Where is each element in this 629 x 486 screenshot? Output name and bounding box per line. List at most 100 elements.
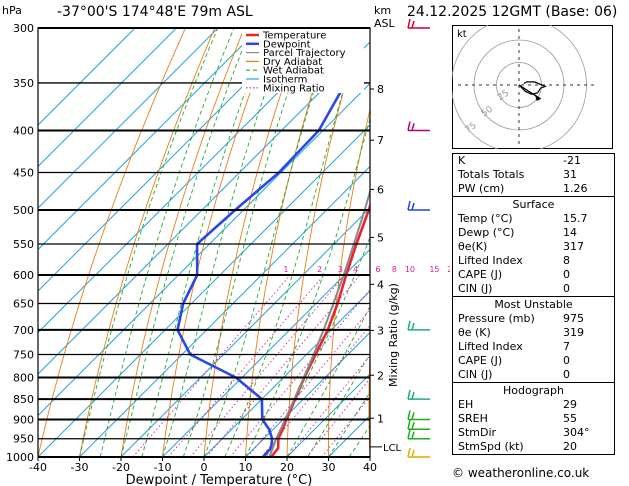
isotherm-line — [38, 28, 177, 168]
copyright-text: © weatheronline.co.uk — [452, 466, 590, 480]
surface-section-title: Surface — [453, 196, 614, 212]
mixing-ratio-label: 15 — [429, 265, 439, 274]
x-tick-label: -30 — [71, 461, 89, 474]
index-row-hodo-2: StmDir 304° — [453, 426, 614, 440]
dry-adiabat-line — [446, 28, 450, 457]
index-value: 8 — [563, 254, 570, 267]
index-label: Temp (°C) — [458, 212, 513, 225]
index-row-surface-4: CAPE (J) 0 — [453, 268, 614, 282]
km-axis-unit-label: ASL — [374, 17, 396, 30]
pressure-tick-label: 850 — [13, 393, 34, 406]
indices-table: K -21 Totals Totals 31 PW (cm) 1.26 Surface T… — [452, 153, 615, 455]
index-label: CAPE (J) — [458, 268, 503, 281]
index-row-mu-2: Lifted Index 7 — [453, 340, 614, 354]
index-value: 0 — [563, 268, 570, 281]
index-value: 7 — [563, 340, 570, 353]
index-row-mu-0: Pressure (mb) 975 — [453, 312, 614, 326]
index-value: 304° — [563, 426, 590, 439]
index-label: K — [458, 154, 466, 167]
pressure-tick-label: 950 — [13, 433, 34, 446]
index-label: EH — [458, 398, 474, 411]
pressure-tick-label: 650 — [13, 298, 34, 311]
wind-barb-flag — [407, 420, 411, 430]
dry-adiabat-line — [368, 343, 370, 457]
wind-barb-flag — [411, 431, 415, 439]
index-row-surface-2: θe(K) 317 — [453, 240, 614, 254]
wet-adiabat-line — [182, 28, 311, 457]
index-value: 1.26 — [563, 182, 588, 195]
index-row-mu-1: θe (K) 319 — [453, 326, 614, 340]
wind-barb-flag — [411, 322, 415, 331]
wet-adiabat-line — [79, 28, 219, 457]
legend-entry: Wet Adiabat — [263, 66, 324, 77]
index-value: 319 — [563, 326, 584, 339]
x-tick-label: 20 — [280, 461, 294, 474]
hodograph-unit-label: kt — [457, 29, 467, 40]
index-label: CAPE (J) — [458, 354, 503, 367]
mixing-ratio-line — [321, 396, 370, 457]
mixing-ratio-line — [168, 274, 325, 457]
index-value: -21 — [563, 154, 581, 167]
mixing-ratio-label: 6 — [375, 265, 380, 274]
legend-entry: Temperature — [262, 31, 326, 42]
index-row-mu-3: CAPE (J) 0 — [453, 354, 614, 368]
km-tick-label: 6 — [377, 183, 384, 196]
legend-entry: Dry Adiabat — [263, 57, 322, 68]
isotherm-line — [120, 207, 370, 457]
index-value: 317 — [563, 240, 584, 253]
index-label: Lifted Index — [458, 254, 523, 267]
wind-barb-flag — [411, 391, 415, 400]
mixing-ratio-label: 10 — [405, 265, 415, 274]
index-row-top-1: Totals Totals 31 — [453, 168, 614, 182]
index-row-hodo-0: EH 29 — [453, 398, 614, 412]
mixing-ratio-line — [229, 289, 370, 457]
wet-adiabat-line — [162, 28, 289, 457]
isotherm-line — [38, 28, 343, 334]
hodograph-trace — [518, 81, 547, 95]
pressure-tick-label: 500 — [13, 204, 34, 217]
most-unstable-section-title: Most Unstable — [453, 296, 614, 312]
index-label: Pressure (mb) — [458, 312, 535, 325]
isotherm-line — [38, 28, 260, 251]
pressure-tick-label: 750 — [13, 348, 34, 361]
index-row-surface-1: Dewp (°C) 14 — [453, 226, 614, 240]
x-tick-label: 40 — [363, 461, 377, 474]
y-axis-label: hPa — [2, 4, 22, 17]
index-row-top-0: K -21 — [453, 154, 614, 168]
x-tick-label: -40 — [29, 461, 47, 474]
mixing-ratio-label: 20 — [447, 265, 450, 274]
isotherm-line — [286, 373, 370, 457]
wind-barb-flag — [407, 429, 411, 439]
isotherm-line — [38, 28, 136, 126]
index-label: θe (K) — [458, 326, 491, 339]
wind-barb-flag — [411, 123, 415, 131]
km-tick-label: 7 — [377, 134, 384, 147]
pressure-tick-label: 800 — [13, 371, 34, 384]
index-value: 15.7 — [563, 212, 588, 225]
wind-barb-flag — [411, 202, 415, 211]
index-label: Lifted Index — [458, 340, 523, 353]
legend-entry: Mixing Ratio — [263, 83, 325, 94]
index-label: Totals Totals — [458, 168, 525, 181]
isotherm-line — [38, 82, 370, 417]
wind-barb-flag — [411, 20, 415, 29]
storm-motion-arrowhead — [534, 93, 541, 101]
index-label: SREH — [458, 412, 488, 425]
mixing-ratio-label: 1 — [283, 265, 288, 274]
km-tick-label: 1 — [377, 412, 384, 425]
pressure-tick-label: 900 — [13, 413, 34, 426]
index-value: 0 — [563, 368, 570, 381]
km-tick-label: 3 — [377, 324, 384, 337]
wind-barb-flag — [407, 389, 411, 400]
km-tick-label: 4 — [377, 278, 384, 291]
pressure-tick-label: 400 — [13, 125, 34, 138]
pressure-tick-label: 1000 — [6, 451, 34, 464]
wet-adiabat-line — [348, 424, 370, 457]
mixing-ratio-label: 4 — [353, 265, 358, 274]
isotherm-line — [203, 290, 370, 457]
wind-barb-flag — [407, 447, 411, 458]
x-tick-label: 30 — [322, 461, 336, 474]
mixing-ratio-axis-label: Mixing Ratio (g/kg) — [387, 283, 400, 387]
